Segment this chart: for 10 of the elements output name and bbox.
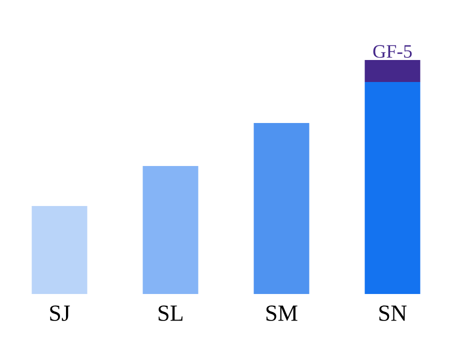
bar [142,166,198,294]
bar [364,60,420,82]
x-tick-label: SN [379,306,407,321]
bar [32,206,88,294]
bar [364,82,420,294]
bar [254,122,310,294]
series-label: GF-5 [373,45,412,58]
x-tick-label: SJ [50,306,70,321]
x-tick-label: SL [158,306,182,321]
x-tick-label: SM [266,306,298,321]
